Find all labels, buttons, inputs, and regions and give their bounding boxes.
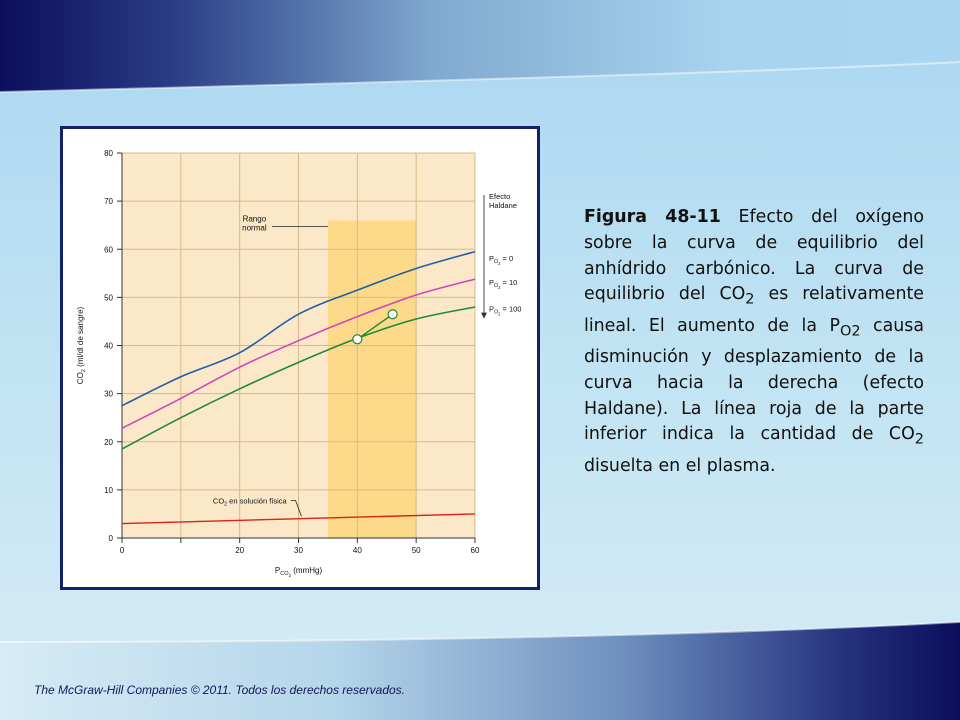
haldane-label-2: Haldane [489, 201, 517, 210]
y-axis-label: CO2 (ml/dl de sangre) [76, 306, 87, 384]
y-tick-label: 0 [109, 534, 114, 543]
normal-range-label-1: Rango [243, 214, 267, 223]
caption-sub-2: O2 [839, 323, 861, 340]
series-label-3: PO2 = 100 [489, 304, 521, 316]
normal-range-label-2: normal [242, 223, 267, 232]
caption-sub-1: 2 [745, 291, 755, 308]
x-axis-label: PCO2 (mmHg) [275, 566, 323, 578]
series-label-2: PO2 = 10 [489, 278, 517, 290]
caption-text-4: disuelta en el plasma. [584, 455, 776, 476]
figure-frame: 0 10 20 30 40 50 60 70 80 0 20 30 40 50 60 PCO2 (mmHg) C… [60, 126, 540, 590]
x-tick-label: 40 [353, 546, 362, 555]
y-tick-label: 10 [104, 486, 113, 495]
top-banner [0, 0, 960, 93]
y-tick-label: 70 [104, 197, 113, 206]
co2-equilibrium-chart: 0 10 20 30 40 50 60 70 80 0 20 30 40 50 60 PCO2 (mmHg) C… [76, 149, 521, 578]
shift-connector [356, 313, 394, 340]
data-point-2 [387, 309, 398, 320]
series-line-3 [121, 306, 476, 450]
dissolved-co2-line [121, 513, 476, 525]
haldane-label-1: Efecto [489, 192, 510, 201]
y-tick-label: 60 [104, 245, 113, 254]
x-tick-label: 30 [294, 546, 303, 555]
haldane-arrow-head [481, 312, 487, 319]
x-tick-label: 0 [120, 546, 125, 555]
caption-text-2: es relativamente lineal. El aumento de l… [584, 284, 924, 336]
caption-text-1: Efecto del oxígeno sobre la curva de equ… [584, 207, 924, 305]
dissolved-label-leader [290, 500, 302, 517]
dissolved-co2-label: CO2 en solución física [213, 496, 288, 507]
y-tick-label: 50 [104, 293, 113, 302]
x-tick-label: 60 [471, 546, 480, 555]
x-tick-label: 20 [235, 546, 244, 555]
bottom-banner [0, 621, 960, 720]
series-line-2 [121, 278, 476, 429]
y-tick-label: 40 [104, 342, 113, 351]
y-tick-label: 30 [104, 390, 113, 399]
figure-label: Figura 48-11 [584, 207, 721, 227]
series-label-1: PO2 = 0 [489, 254, 513, 266]
caption-text-3: causa disminución y desplazamiento de la… [584, 315, 924, 445]
figure-caption: Figura 48-11 Efecto del oxígeno sobre la… [584, 205, 924, 479]
data-point-1 [352, 334, 363, 345]
caption-sub-3: 2 [914, 431, 924, 448]
y-axis-label-group: CO2 (ml/dl de sangre) [76, 306, 87, 384]
x-tick-label: 50 [412, 546, 421, 555]
y-tick-label: 20 [104, 438, 113, 447]
copyright-footer: The McGraw-Hill Companies © 2011. Todos … [34, 683, 406, 697]
series-line-1 [121, 250, 476, 407]
y-tick-label: 80 [104, 149, 113, 158]
